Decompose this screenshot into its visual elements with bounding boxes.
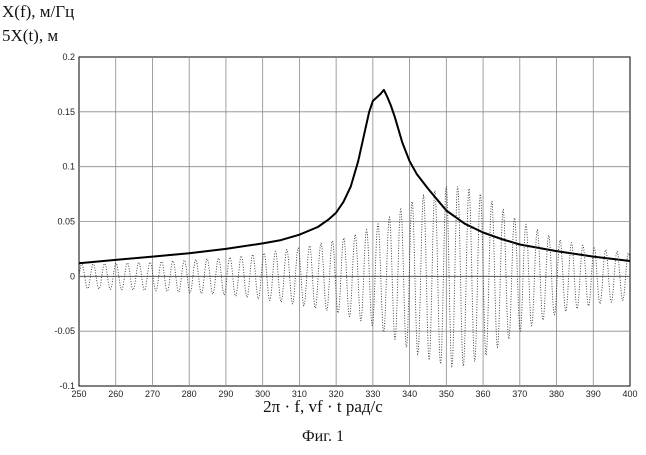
figure-caption: Фиг. 1 bbox=[0, 428, 646, 446]
y-tick-label: 0 bbox=[70, 271, 75, 281]
y-tick-label: 0.15 bbox=[57, 107, 75, 117]
y-tick-labels: 0.20.150.10.050-0.05-0.1 bbox=[54, 52, 75, 391]
x-axis-label: 2π · f, vf · t рад/с bbox=[0, 397, 646, 417]
y-tick-label: 0.1 bbox=[62, 162, 75, 172]
y-tick-label: 0.2 bbox=[62, 52, 75, 62]
y-tick-label: -0.05 bbox=[54, 326, 75, 336]
y-tick-label: 0.05 bbox=[57, 217, 75, 227]
